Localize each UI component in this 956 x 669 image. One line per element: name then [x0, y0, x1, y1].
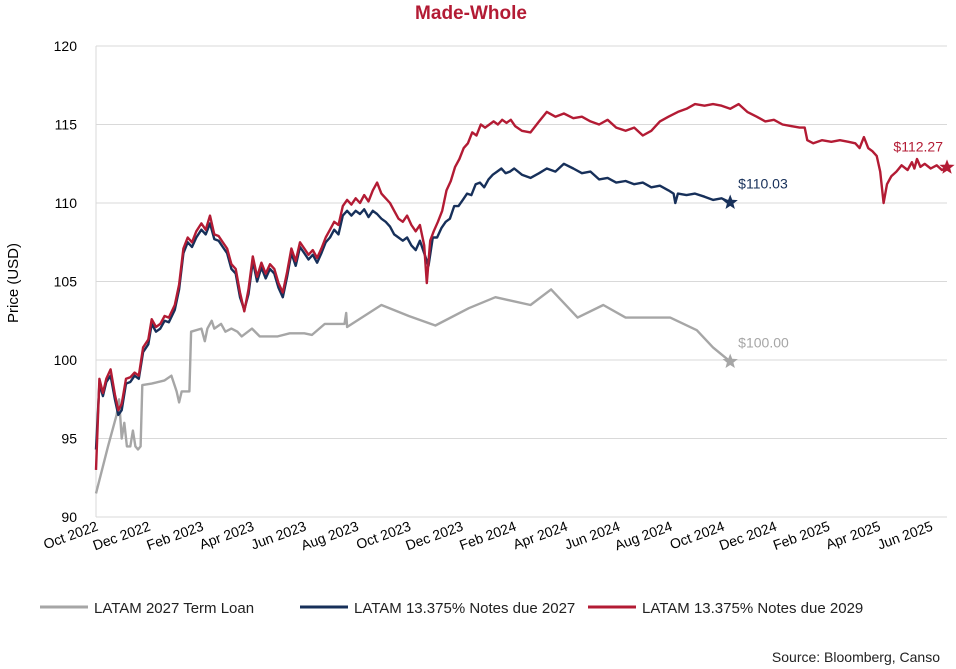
y-tick-label: 90 — [61, 509, 77, 525]
y-tick-label: 95 — [61, 431, 77, 447]
x-tick-label: Aug 2024 — [612, 518, 674, 554]
x-tick-label: Dec 2023 — [403, 518, 465, 554]
y-tick-label: 100 — [54, 352, 78, 368]
x-tick-label: Apr 2024 — [511, 518, 570, 553]
x-tick-label: Dec 2022 — [91, 518, 153, 554]
x-tick-label: Jun 2024 — [562, 518, 622, 553]
y-tick-label: 110 — [55, 195, 78, 211]
x-tick-label: Oct 2024 — [668, 518, 727, 553]
end-marker-star-icon — [939, 159, 955, 174]
x-tick-label: Feb 2023 — [144, 518, 205, 553]
x-tick-label: Aug 2023 — [299, 518, 361, 554]
x-tick-label: Dec 2024 — [717, 518, 779, 554]
legend-label: LATAM 13.375% Notes due 2029 — [642, 600, 863, 617]
x-tick-label: Jun 2023 — [249, 518, 309, 553]
source-note: Source: Bloomberg, Canso — [772, 649, 940, 665]
chart-title: Made-Whole — [415, 3, 527, 24]
x-tick-label: Oct 2023 — [354, 518, 413, 553]
y-axis-ticks: 90 95 100 105 110 115 120 — [54, 38, 78, 525]
y-tick-label: 115 — [55, 117, 78, 133]
legend-label: LATAM 13.375% Notes due 2027 — [354, 600, 575, 617]
end-markers: $100.00 $110.03 $112.27 — [722, 138, 955, 368]
end-value-label: $100.00 — [738, 335, 789, 351]
legend-label: LATAM 2027 Term Loan — [94, 600, 254, 617]
series-lines — [94, 102, 948, 494]
end-value-label: $110.03 — [738, 176, 788, 192]
series-line-latam-13-375-notes-due-2029 — [94, 102, 948, 470]
legend: LATAM 2027 Term Loan LATAM 13.375% Notes … — [40, 600, 863, 617]
x-tick-label: Jun 2025 — [875, 518, 935, 553]
x-tick-label: Apr 2025 — [824, 518, 883, 553]
x-tick-label: Feb 2025 — [771, 518, 832, 553]
x-tick-label: Feb 2024 — [457, 518, 518, 553]
y-tick-label: 105 — [54, 274, 78, 290]
series-line-latam-2027-term-loan — [94, 288, 731, 494]
series-line-latam-13-375-notes-due-2027 — [94, 162, 731, 450]
end-value-label: $112.27 — [893, 138, 943, 154]
y-axis-label: Price (USD) — [5, 243, 22, 323]
end-marker-star-icon — [722, 194, 738, 209]
gridlines — [96, 45, 947, 518]
end-marker-star-icon — [722, 353, 738, 368]
x-tick-label: Apr 2023 — [197, 518, 256, 553]
y-tick-label: 120 — [54, 38, 78, 54]
